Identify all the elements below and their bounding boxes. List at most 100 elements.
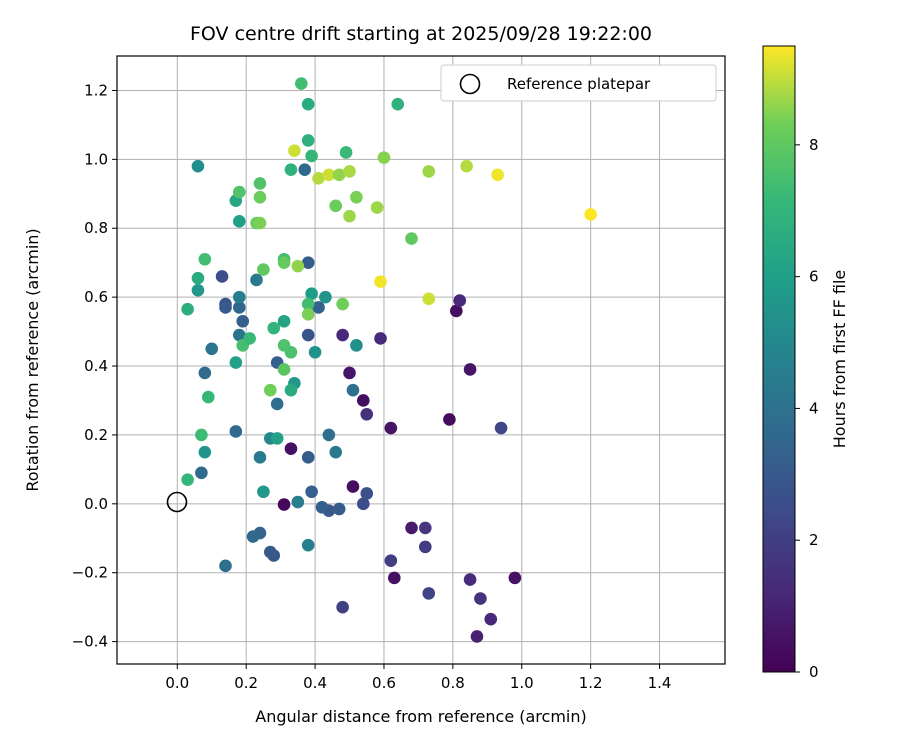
data-point xyxy=(284,163,298,176)
data-point xyxy=(329,445,343,459)
data-point xyxy=(422,587,436,600)
data-point xyxy=(443,413,456,426)
data-point xyxy=(250,273,263,287)
data-point xyxy=(350,339,363,352)
data-point xyxy=(322,168,336,182)
data-point xyxy=(319,290,332,304)
data-point xyxy=(257,485,270,499)
data-point xyxy=(305,149,318,163)
data-point xyxy=(270,432,284,445)
colorbar-tick-label: 0 xyxy=(809,663,819,681)
data-point xyxy=(288,144,301,158)
colorbar-tick-label: 4 xyxy=(809,399,819,417)
data-point xyxy=(422,292,436,306)
data-point xyxy=(388,571,401,585)
data-point xyxy=(360,407,374,421)
colorbar-tick-label: 2 xyxy=(809,531,819,549)
y-tick-label: 1.2 xyxy=(84,81,108,99)
data-point xyxy=(298,163,312,176)
data-point xyxy=(198,366,212,380)
legend: Reference platepar xyxy=(440,64,717,102)
data-point xyxy=(474,592,487,605)
data-point xyxy=(263,383,277,397)
data-point xyxy=(332,502,346,516)
x-tick-label: 0.4 xyxy=(303,674,327,692)
data-point xyxy=(374,275,387,288)
data-point xyxy=(191,271,205,285)
data-point xyxy=(350,190,363,204)
x-tick-label: 1.4 xyxy=(648,674,672,692)
data-point xyxy=(277,314,291,328)
data-point xyxy=(301,134,315,147)
data-point xyxy=(332,168,346,182)
y-tick-label: 0.0 xyxy=(84,495,108,513)
data-point xyxy=(494,421,508,435)
x-tick-label: 1.2 xyxy=(579,674,603,692)
colorbar: 0 2 4 6 8 Hours from first FF file xyxy=(762,45,849,681)
data-point xyxy=(253,216,267,230)
data-point xyxy=(229,356,243,369)
data-point xyxy=(322,428,336,442)
chart-title: FOV centre drift starting at 2025/09/28 … xyxy=(190,23,652,45)
data-point xyxy=(584,208,597,221)
y-tick-label: −0.2 xyxy=(72,564,108,582)
data-point xyxy=(232,185,246,199)
data-point xyxy=(336,600,349,614)
data-point xyxy=(391,97,405,111)
data-point xyxy=(277,498,291,511)
data-point xyxy=(257,263,270,276)
data-point xyxy=(284,345,298,359)
data-point xyxy=(201,390,215,404)
colorbar-ticks: 0 2 4 6 8 xyxy=(795,136,819,681)
data-point xyxy=(198,252,212,266)
y-tick-label: 0.6 xyxy=(84,288,108,306)
data-point xyxy=(232,290,246,304)
data-point xyxy=(301,97,315,111)
x-tick-label: 0.8 xyxy=(441,674,465,692)
data-point xyxy=(253,177,267,190)
data-point xyxy=(470,630,484,643)
data-point xyxy=(508,571,522,585)
data-point xyxy=(384,554,398,567)
y-tick-label: 1.0 xyxy=(84,150,108,168)
data-point xyxy=(305,485,318,499)
data-point xyxy=(370,201,384,214)
data-point xyxy=(450,304,463,318)
data-point xyxy=(243,332,256,345)
data-point xyxy=(346,480,360,493)
data-point xyxy=(405,232,418,245)
data-point xyxy=(232,328,246,342)
data-point xyxy=(270,397,284,411)
data-point xyxy=(301,256,315,269)
y-axis-label: Rotation from reference (arcmin) xyxy=(23,228,42,491)
data-point xyxy=(484,612,498,626)
data-point xyxy=(453,294,467,307)
data-point xyxy=(277,363,291,376)
data-point xyxy=(343,165,356,178)
data-point xyxy=(419,540,432,554)
data-point xyxy=(384,421,398,435)
x-tick-label: 0.2 xyxy=(234,674,258,692)
legend-box xyxy=(440,64,717,102)
data-point xyxy=(253,190,267,204)
x-axis-ticks: 0.0 0.2 0.4 0.6 0.8 1.0 1.2 1.4 xyxy=(165,664,671,692)
data-point xyxy=(263,545,277,559)
data-point xyxy=(419,521,432,535)
data-point xyxy=(291,259,305,273)
data-point xyxy=(377,151,391,164)
data-point xyxy=(336,297,349,311)
colorbar-tick-label: 6 xyxy=(809,268,819,286)
data-point xyxy=(339,146,353,159)
data-point xyxy=(267,321,281,335)
data-point xyxy=(195,428,208,442)
legend-reference-label: Reference platepar xyxy=(507,75,651,93)
x-tick-label: 0.6 xyxy=(372,674,396,692)
x-tick-label: 0.0 xyxy=(165,674,189,692)
data-point xyxy=(181,302,194,316)
reference-platepar-marker xyxy=(166,491,188,513)
data-point xyxy=(236,314,250,328)
y-tick-label: 0.4 xyxy=(84,357,108,375)
data-point xyxy=(198,445,212,459)
data-point xyxy=(312,301,325,314)
data-point xyxy=(357,394,370,407)
